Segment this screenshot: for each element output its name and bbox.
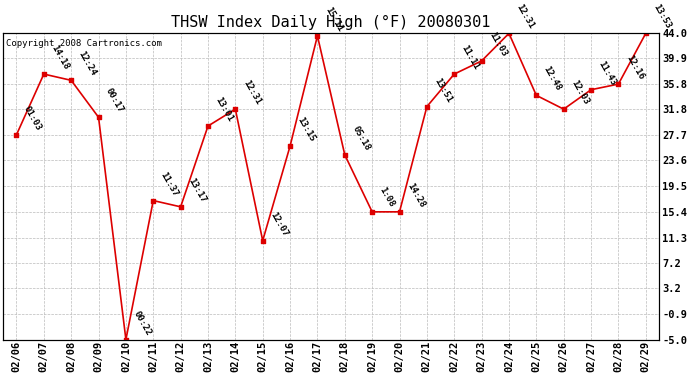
Point	[39, 71, 50, 77]
Text: 13:15: 13:15	[295, 116, 317, 143]
Text: 13:17: 13:17	[186, 176, 208, 204]
Text: 11:37: 11:37	[159, 170, 180, 198]
Point	[504, 30, 515, 36]
Point	[613, 81, 624, 87]
Text: 00:22: 00:22	[132, 309, 152, 337]
Text: 05:18: 05:18	[351, 124, 372, 152]
Text: 12:07: 12:07	[268, 210, 290, 238]
Text: 13:01: 13:01	[213, 96, 235, 123]
Point	[586, 87, 597, 93]
Point	[11, 132, 22, 138]
Point	[339, 152, 351, 158]
Text: Copyright 2008 Cartronics.com: Copyright 2008 Cartronics.com	[6, 39, 162, 48]
Text: 11:03: 11:03	[487, 30, 509, 58]
Point	[366, 209, 377, 215]
Text: 14:28: 14:28	[405, 181, 426, 209]
Point	[531, 92, 542, 98]
Point	[257, 238, 268, 244]
Point	[284, 143, 295, 149]
Text: 13:53: 13:53	[651, 3, 673, 31]
Title: THSW Index Daily High (°F) 20080301: THSW Index Daily High (°F) 20080301	[171, 15, 491, 30]
Point	[422, 104, 433, 110]
Point	[175, 204, 186, 210]
Text: 12:03: 12:03	[569, 79, 591, 106]
Point	[448, 71, 460, 77]
Point	[312, 33, 323, 39]
Point	[202, 123, 213, 129]
Text: 12:48: 12:48	[542, 65, 563, 93]
Text: 11:43: 11:43	[597, 59, 618, 87]
Point	[148, 198, 159, 204]
Point	[558, 106, 569, 112]
Point	[93, 114, 104, 120]
Text: 12:31: 12:31	[515, 3, 535, 31]
Point	[476, 58, 487, 64]
Point	[394, 209, 405, 215]
Text: 12:24: 12:24	[77, 50, 98, 78]
Text: 1:08: 1:08	[377, 186, 396, 209]
Text: 15:11: 15:11	[323, 5, 344, 33]
Text: 11:11: 11:11	[460, 44, 481, 71]
Point	[640, 30, 651, 36]
Text: 14:18: 14:18	[50, 44, 70, 71]
Text: 00:17: 00:17	[104, 87, 126, 114]
Text: 13:51: 13:51	[433, 76, 453, 104]
Text: 12:31: 12:31	[241, 79, 262, 106]
Point	[230, 106, 241, 112]
Text: 12:16: 12:16	[624, 54, 645, 81]
Text: 01:03: 01:03	[22, 104, 43, 132]
Point	[66, 77, 77, 83]
Point	[120, 337, 131, 343]
